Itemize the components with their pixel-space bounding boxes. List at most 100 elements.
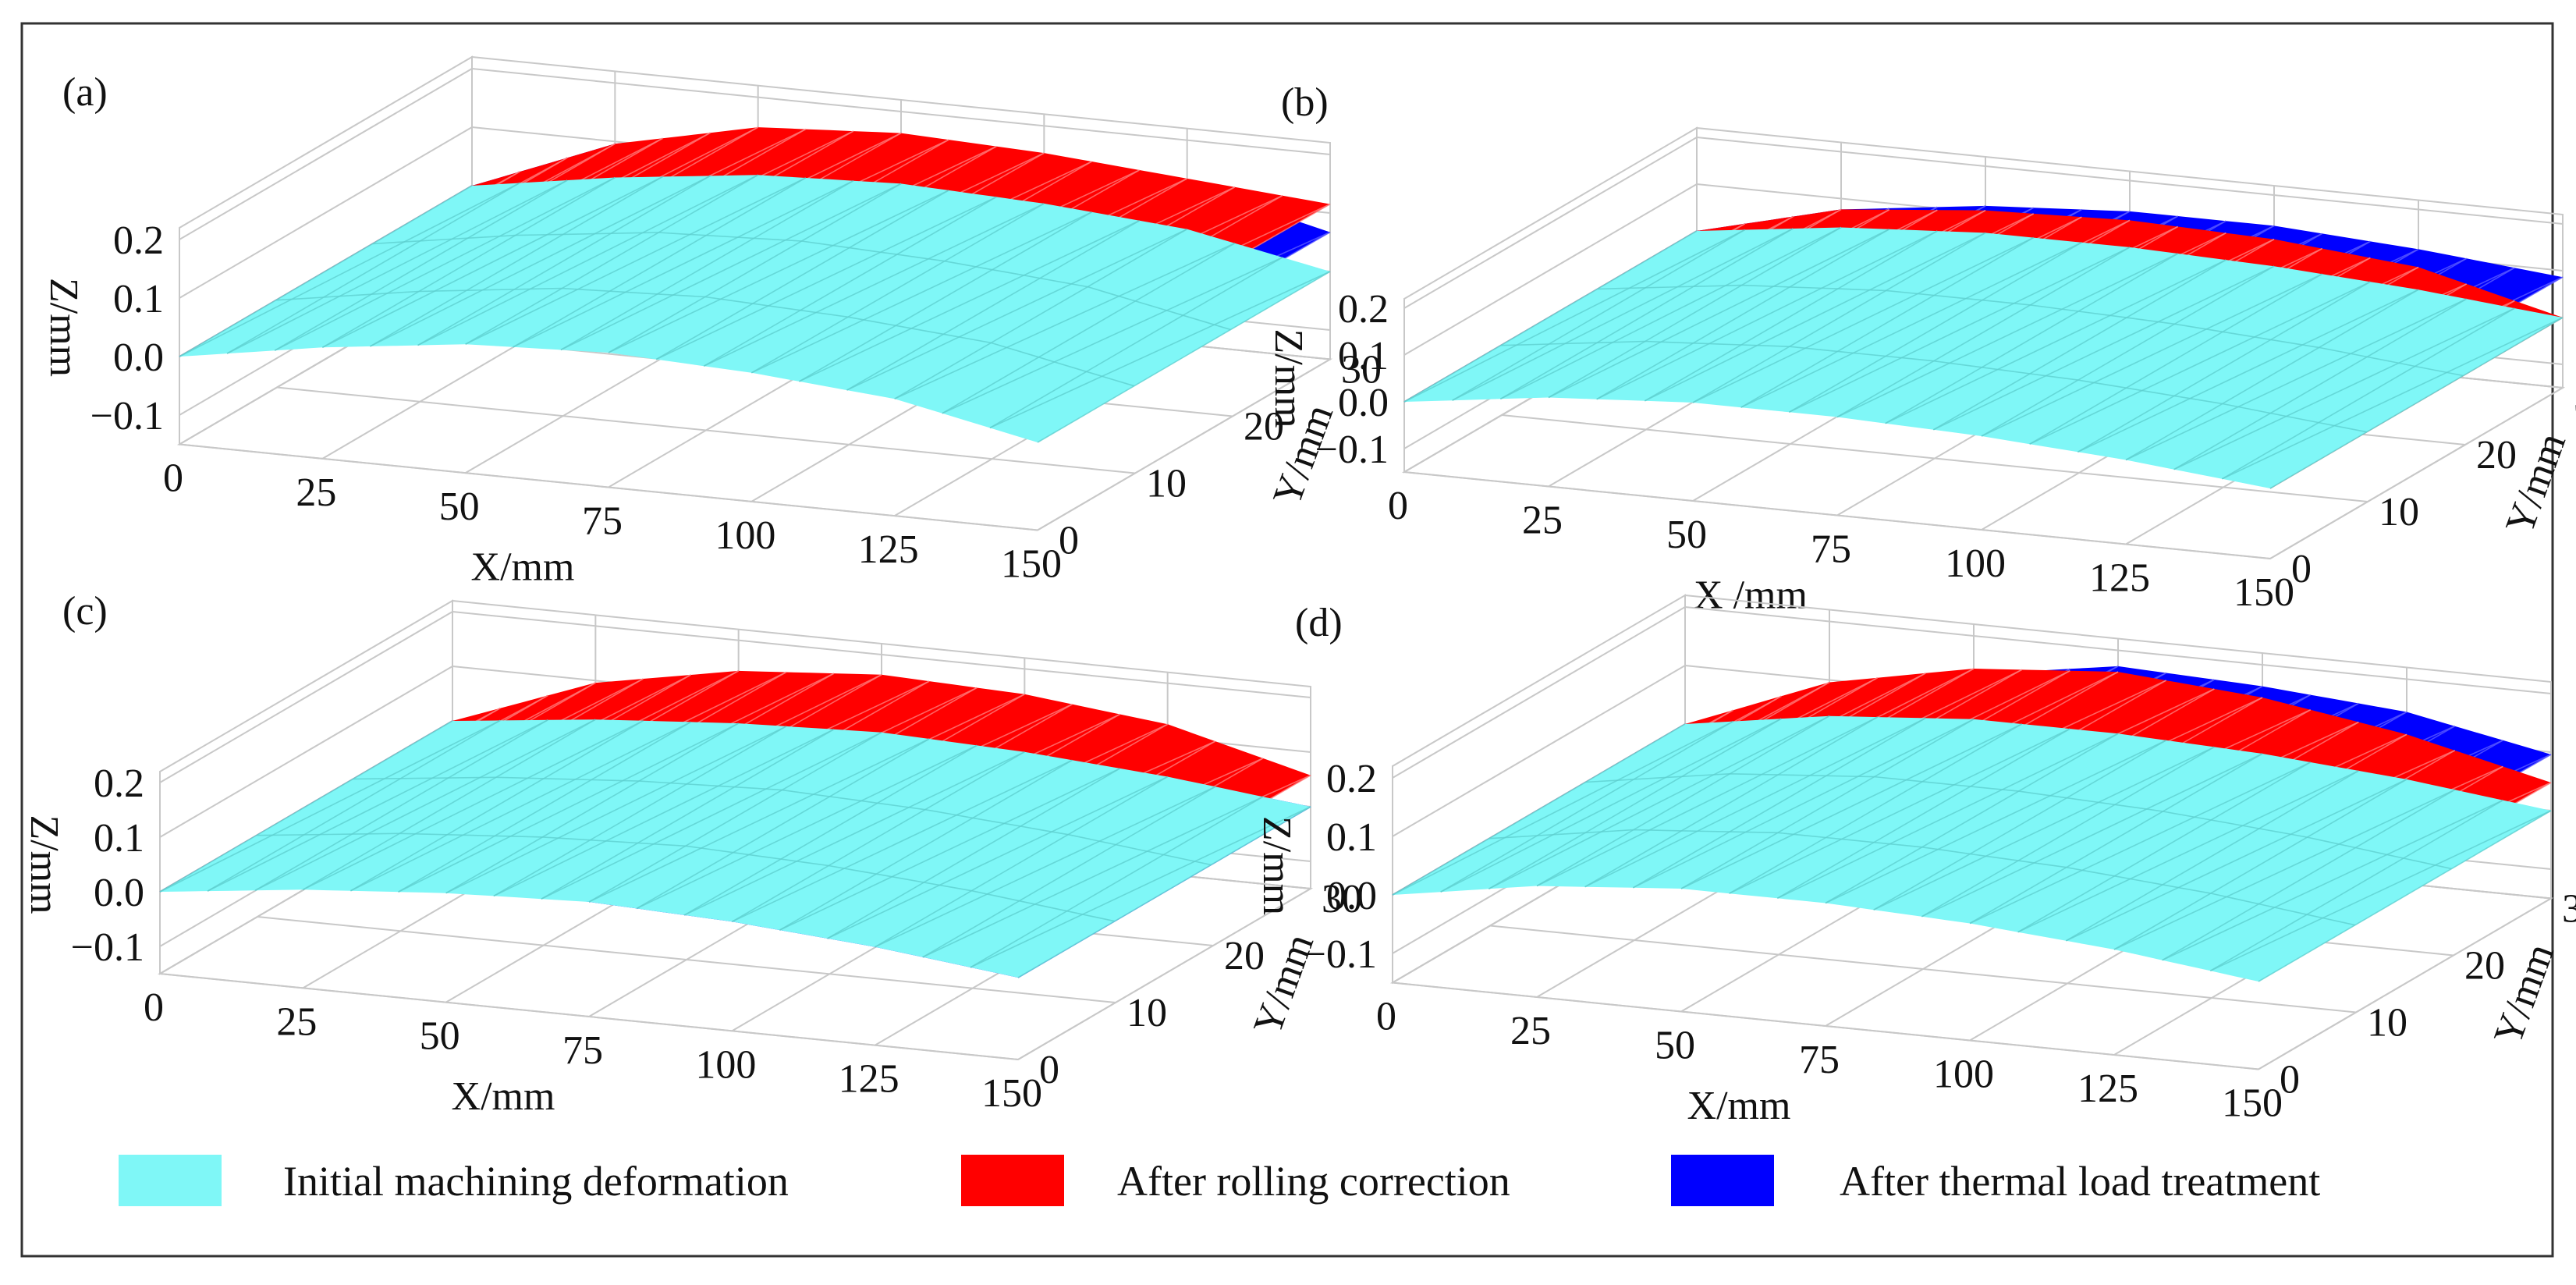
z-tick-label: 0.0 — [1338, 381, 1389, 425]
x-tick-label: 75 — [1811, 527, 1851, 572]
surface-initial — [1392, 715, 2552, 982]
x-axis-title: X/mm — [452, 1074, 555, 1119]
z-tick-label: 0.2 — [1326, 757, 1377, 801]
surfaces — [1403, 205, 2564, 489]
z-tick-label: 0.0 — [113, 335, 164, 380]
z-tick-label: 0.2 — [94, 761, 144, 806]
x-tick-label: 50 — [1666, 513, 1707, 557]
x-tick-label: 150 — [1001, 542, 1062, 587]
surfaces — [1392, 666, 2552, 982]
legend-swatch — [961, 1155, 1064, 1206]
y-tick-label: 30 — [1322, 877, 1362, 921]
legend-label: After rolling correction — [1117, 1158, 1510, 1205]
legend-swatch — [119, 1155, 222, 1206]
y-tick-label: 10 — [2379, 490, 2419, 534]
x-tick-label: 0 — [1376, 995, 1396, 1039]
panels: 0 25 50 75 100 125 15001020300.20.10.0−0.1X/mm… — [22, 55, 2576, 1128]
surfaces — [179, 126, 1331, 443]
y-tick-label: 30 — [1341, 348, 1382, 392]
panel-label: (a) — [62, 70, 108, 115]
panel-label: (b) — [1281, 80, 1329, 125]
panel-c: 0 25 50 75 100 125 15001020300.20.10.0−0.1X/mm… — [22, 589, 1362, 1119]
panel-label: (c) — [62, 589, 108, 634]
z-tick-label: 0.2 — [1338, 287, 1389, 332]
y-tick-label: 20 — [2476, 433, 2517, 477]
surface-initial — [159, 719, 1311, 978]
z-axis-title: Z/mm — [1266, 328, 1311, 428]
y-tick-label: 20 — [1224, 934, 1265, 978]
z-tick-label: −0.1 — [90, 394, 164, 438]
panel-d: 025507510012515001020300.20.10.0−0.1X/mm… — [1254, 594, 2576, 1128]
x-tick-label: 75 — [582, 499, 623, 544]
z-tick-label: 0.1 — [94, 816, 144, 861]
surface-initial — [179, 174, 1331, 443]
x-tick-label: 0 — [163, 456, 183, 501]
x-axis-title: X/mm — [1687, 1084, 1791, 1128]
surface-fill — [1393, 715, 2551, 981]
panel-a: 0 25 50 75 100 125 15001020300.20.10.0−0.1X/mm… — [41, 55, 1382, 590]
x-tick-label: 150 — [2222, 1081, 2283, 1126]
z-tick-label: 0.2 — [113, 218, 164, 263]
z-tick-label: −0.1 — [1304, 932, 1377, 977]
z-axis-title: Z/mm — [1254, 816, 1299, 915]
legend: Initial machining deformation After rolli… — [119, 1155, 2320, 1206]
x-tick-label: 100 — [1945, 541, 2006, 586]
y-tick-label: 10 — [1146, 462, 1187, 506]
x-tick-label: 25 — [276, 999, 317, 1044]
x-tick-label: 150 — [981, 1071, 1042, 1116]
x-tick-label: 100 — [695, 1042, 756, 1087]
legend-item: After rolling correction — [961, 1155, 1510, 1206]
x-tick-label: 25 — [1522, 499, 1563, 543]
x-tick-label: 50 — [439, 485, 480, 529]
surface-fill — [179, 175, 1330, 443]
y-tick-label: 0 — [2280, 1058, 2300, 1102]
y-tick-label: 0 — [1039, 1048, 1059, 1092]
legend-item: After thermal load treatment — [1671, 1155, 2320, 1206]
z-tick-label: 0.0 — [94, 871, 144, 915]
y-tick-label: 10 — [1127, 991, 1167, 1035]
x-tick-label: 75 — [1799, 1038, 1840, 1082]
x-tick-label: 100 — [715, 513, 775, 558]
y-tick-label: 0 — [2291, 547, 2312, 591]
z-tick-label: 0.1 — [1338, 334, 1389, 378]
panel-label: (d) — [1295, 601, 1343, 645]
y-tick-label: 30 — [2562, 887, 2576, 932]
x-tick-label: 125 — [858, 527, 919, 572]
z-axis-title: Z/mm — [22, 815, 66, 914]
x-axis-title: X/mm — [471, 545, 575, 590]
z-tick-label: 0.0 — [1326, 874, 1377, 918]
surfaces — [159, 670, 1311, 978]
x-tick-label: 125 — [839, 1057, 899, 1102]
z-tick-label: 0.1 — [113, 277, 164, 321]
surface-initial — [1403, 226, 2564, 489]
legend-label: After thermal load treatment — [1840, 1158, 2320, 1205]
x-tick-label: 125 — [2089, 556, 2150, 601]
z-axis-title: Z/mm — [41, 278, 86, 377]
x-tick-label: 25 — [296, 470, 336, 515]
z-tick-label: −0.1 — [1315, 428, 1389, 472]
x-tick-label: 0 — [144, 985, 164, 1030]
y-tick-label: 10 — [2367, 1001, 2407, 1045]
z-tick-label: −0.1 — [71, 925, 144, 970]
x-tick-label: 50 — [1655, 1024, 1695, 1068]
x-tick-label: 150 — [2234, 570, 2294, 615]
y-tick-label: 20 — [2464, 944, 2505, 989]
x-tick-label: 0 — [1388, 484, 1408, 528]
x-tick-label: 100 — [1933, 1052, 1994, 1097]
y-tick-label: 20 — [1244, 405, 1284, 449]
legend-label: Initial machining deformation — [283, 1158, 789, 1205]
x-tick-label: 125 — [2077, 1067, 2138, 1111]
x-tick-label: 25 — [1510, 1009, 1551, 1053]
y-tick-label: 30 — [2574, 376, 2576, 421]
figure-frame — [20, 22, 2554, 1258]
legend-swatch — [1671, 1155, 1774, 1206]
y-tick-label: 0 — [1059, 519, 1079, 563]
z-tick-label: 0.1 — [1326, 815, 1377, 860]
x-axis-title: X /mm — [1694, 573, 1808, 617]
x-tick-label: 50 — [420, 1014, 460, 1059]
